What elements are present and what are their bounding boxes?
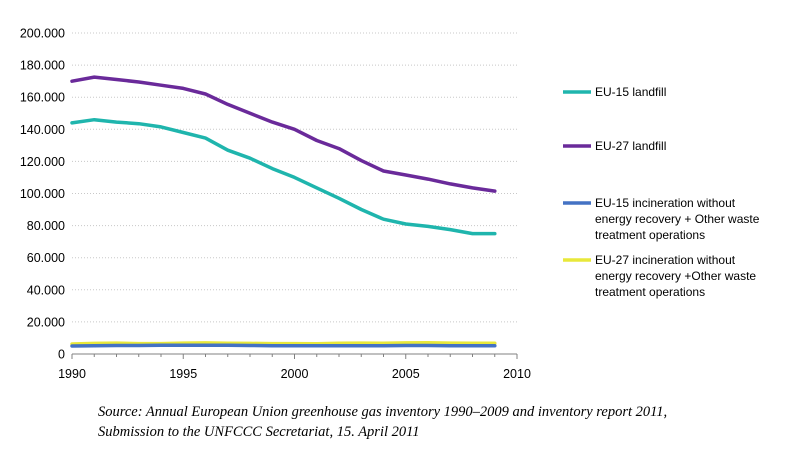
legend-item: EU-27 incineration without energy recover… [563, 253, 756, 299]
series-lines [70, 75, 497, 348]
legend-item: EU-27 landfill [563, 139, 666, 153]
source-note: Source: Annual European Union greenhouse… [98, 402, 788, 442]
series-line [70, 343, 497, 348]
x-tick-label: 1995 [169, 367, 197, 381]
x-tick-label: 2000 [281, 367, 309, 381]
legend-label: EU-27 incineration without [595, 253, 736, 267]
y-tick-label: 140.000 [20, 123, 65, 137]
y-tick-label: 40.000 [27, 283, 65, 297]
legend-item: EU-15 landfill [563, 85, 666, 99]
y-tick-label: 100.000 [20, 187, 65, 201]
x-tick-label: 2005 [392, 367, 420, 381]
legend-label: energy recovery + Other waste [595, 212, 760, 226]
y-tick-label: 120.000 [20, 155, 65, 169]
legend-label: treatment operations [595, 285, 705, 299]
y-tick-label: 0 [58, 348, 65, 362]
x-tick-label: 1990 [58, 367, 86, 381]
y-tick-label: 20.000 [27, 315, 65, 329]
y-tick-label: 160.000 [20, 91, 65, 105]
y-tick-label: 80.000 [27, 219, 65, 233]
y-tick-label: 180.000 [20, 59, 65, 73]
legend-label: EU-15 incineration without [595, 196, 736, 210]
legend-item: EU-15 incineration without energy recover… [563, 196, 760, 242]
series-line [70, 75, 497, 193]
y-tick-label: 60.000 [27, 251, 65, 265]
legend-label: EU-27 landfill [595, 139, 666, 153]
y-tick-label: 200.000 [20, 27, 65, 41]
legend: EU-15 landfill EU-27 landfill EU-15 incine… [563, 85, 760, 299]
x-tick-label: 2010 [503, 367, 531, 381]
y-axis-tick-labels: 0 20.000 40.000 60.000 80.000 100.000 120.000 1… [20, 27, 65, 362]
legend-label: treatment operations [595, 228, 705, 242]
series-line [70, 341, 497, 346]
x-axis-ticks: 1990 1995 2000 2005 2010 [58, 354, 531, 381]
legend-label: energy recovery +Other waste [595, 269, 756, 283]
source-line-1: Source: Annual European Union greenhouse… [98, 404, 668, 420]
legend-label: EU-15 landfill [595, 85, 666, 99]
source-line-2: Submission to the UNFCCC Secretariat, 15… [98, 424, 420, 440]
series-line [70, 117, 497, 236]
